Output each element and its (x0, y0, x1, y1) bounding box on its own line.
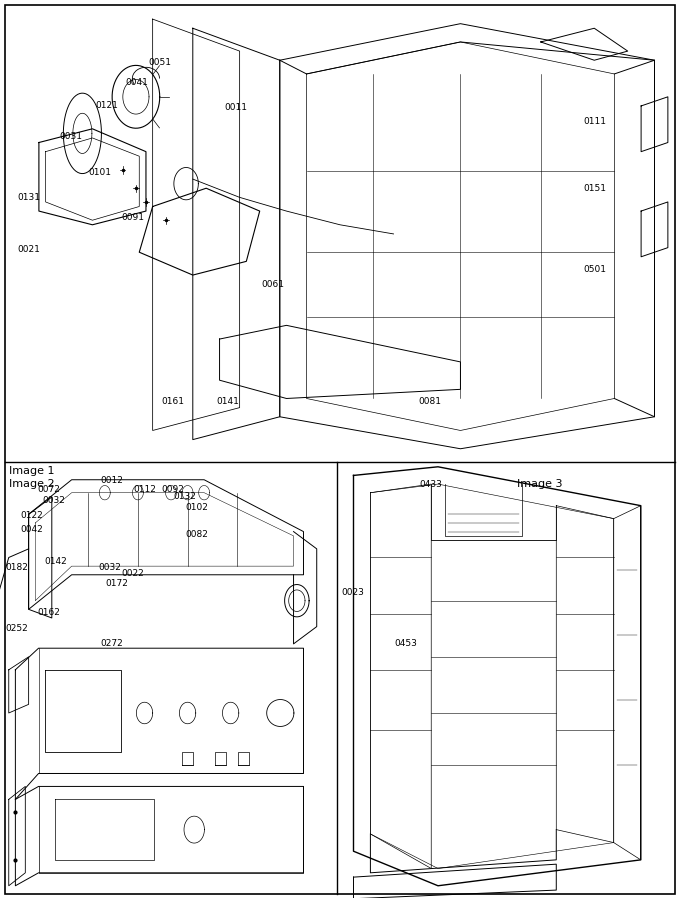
Text: 0272: 0272 (101, 639, 123, 648)
Text: 0021: 0021 (17, 245, 40, 254)
Text: 0252: 0252 (5, 624, 28, 633)
Text: 0101: 0101 (88, 168, 112, 177)
Text: Image 2: Image 2 (9, 479, 54, 489)
Text: 0182: 0182 (5, 563, 29, 572)
Text: 0433: 0433 (420, 480, 443, 489)
Text: 0042: 0042 (20, 525, 43, 534)
Text: 0041: 0041 (126, 78, 149, 87)
Text: 0032: 0032 (42, 496, 65, 505)
Text: 0172: 0172 (105, 579, 129, 588)
Text: 0082: 0082 (185, 530, 208, 539)
Text: 0112: 0112 (133, 485, 156, 494)
Text: 0051: 0051 (148, 58, 171, 67)
Text: 0011: 0011 (224, 103, 248, 112)
Text: 0102: 0102 (185, 503, 208, 512)
Text: 0141: 0141 (216, 397, 239, 406)
Text: 0023: 0023 (341, 588, 364, 597)
Text: 0151: 0151 (583, 184, 607, 193)
Text: 0501: 0501 (583, 265, 607, 274)
Text: 0122: 0122 (20, 511, 43, 520)
Text: 0032: 0032 (99, 563, 122, 572)
Text: 0092: 0092 (162, 485, 185, 494)
Text: 0132: 0132 (173, 492, 197, 501)
Text: 0161: 0161 (162, 397, 185, 406)
Text: 0012: 0012 (101, 476, 124, 485)
Text: 0121: 0121 (95, 101, 118, 110)
Text: Image 3: Image 3 (517, 479, 562, 489)
Text: 0091: 0091 (121, 213, 144, 222)
Text: 0022: 0022 (121, 569, 143, 578)
Text: 0081: 0081 (418, 397, 441, 406)
Text: 0111: 0111 (583, 117, 607, 126)
Text: Image 1: Image 1 (9, 466, 54, 476)
Text: 0142: 0142 (44, 557, 67, 566)
Text: 0453: 0453 (394, 639, 418, 648)
Text: 0162: 0162 (37, 608, 61, 617)
Text: 0061: 0061 (262, 280, 285, 289)
Text: 0131: 0131 (17, 193, 40, 202)
Text: 0072: 0072 (37, 485, 61, 494)
Text: 0031: 0031 (60, 132, 83, 141)
